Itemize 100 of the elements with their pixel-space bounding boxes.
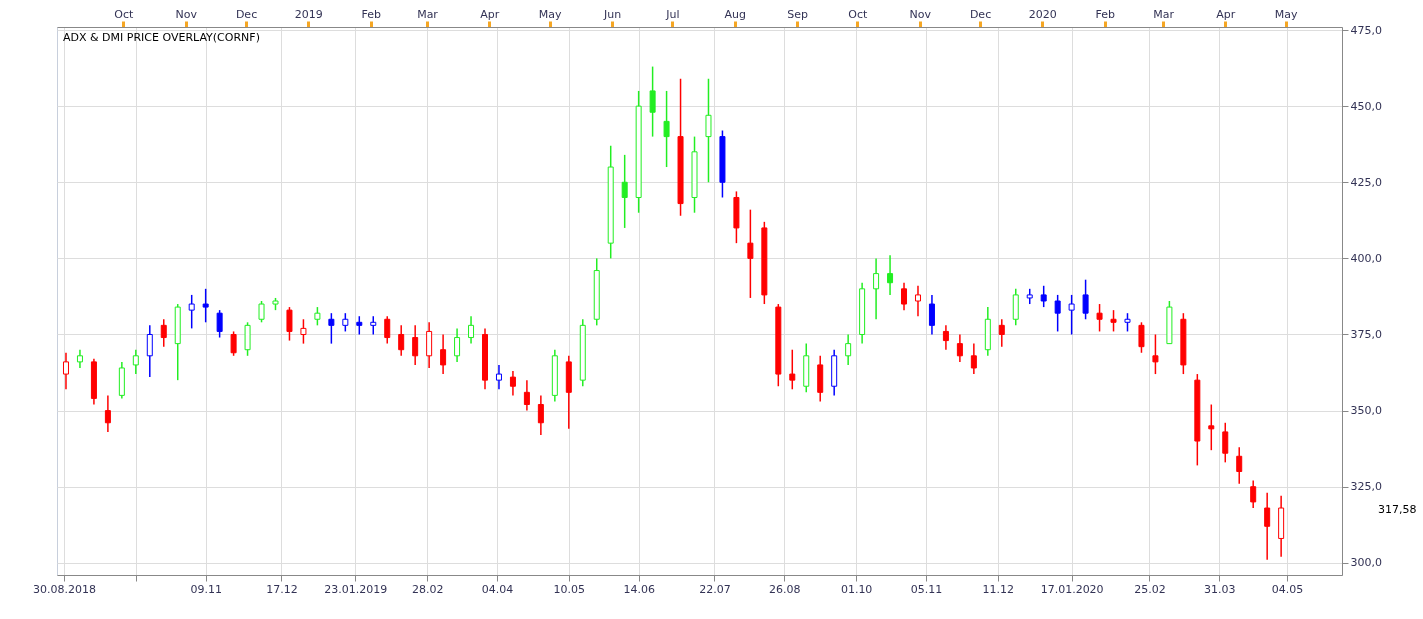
y-tick-label: 325,0 [1350, 480, 1382, 494]
x-tick-label: 11.12 [982, 582, 1015, 596]
candlestick [314, 306, 321, 327]
y-tick-label: 425,0 [1350, 175, 1382, 189]
candlestick [1236, 446, 1243, 485]
candlestick [1124, 312, 1131, 333]
candlestick [523, 379, 530, 412]
candlestick [230, 330, 237, 357]
candlestick [1040, 285, 1047, 308]
candlestick [1264, 492, 1271, 561]
candlestick [928, 294, 935, 336]
x2-tick-label: Jun [602, 7, 622, 21]
candlestick [104, 394, 111, 433]
candlestick [1096, 303, 1103, 333]
candlestick [1250, 479, 1257, 509]
candlestick [454, 327, 461, 363]
candlestick [873, 257, 880, 321]
candlestick [887, 254, 894, 296]
candlestick [914, 285, 921, 317]
x2-tick-label: May [538, 7, 563, 21]
x-tick-label: 26.08 [769, 582, 801, 596]
y-tick-label: 450,0 [1350, 99, 1382, 113]
candlestick [970, 342, 977, 375]
candlestick [62, 352, 69, 391]
x-tick-label: 04.05 [1271, 582, 1304, 596]
x2-tick-label: May [1274, 7, 1299, 21]
candlestick [845, 333, 852, 366]
y-tick-label: 350,0 [1350, 404, 1382, 418]
x2-tick-label: Feb [361, 7, 381, 21]
candlestick [146, 324, 153, 378]
x-tick-label: 09.11 [190, 582, 222, 596]
candlestick [188, 294, 195, 330]
candlestick [468, 315, 475, 345]
x-tick-label: 31.03 [1204, 582, 1236, 596]
candlestick [1110, 309, 1117, 333]
x-tick-label: 04.04 [481, 582, 514, 596]
candlestick [1208, 403, 1215, 451]
candlestick [956, 333, 963, 363]
x2-tick-label: 2020 [1028, 7, 1057, 21]
candlestick [286, 306, 293, 342]
candlestick [258, 300, 265, 324]
x2-tick-label: Mar [1153, 7, 1175, 21]
candlestick [1068, 294, 1075, 336]
candlestick [901, 281, 908, 311]
candlestick [398, 324, 405, 357]
candlestick [621, 154, 628, 229]
x2-tick-label: Dec [969, 7, 992, 21]
x-tick-label: 28.02 [411, 582, 444, 596]
candlestick [1222, 422, 1229, 464]
candlestick [202, 288, 209, 324]
chart-title: ADX & DMI PRICE OVERLAY(CORNF) [63, 31, 260, 44]
text: 317,58 [1378, 503, 1417, 516]
x-tick-label: 17.01.2020 [1040, 582, 1104, 596]
x2-tick-label: Oct [114, 7, 135, 21]
candlestick [370, 315, 377, 336]
x-tick-label: 05.11 [910, 582, 943, 596]
x2-tick-label: Oct [848, 7, 869, 21]
candlestick [412, 324, 419, 366]
x-tick-label: 23.01.2019 [324, 582, 388, 596]
x2-tick-label: Sep [787, 7, 808, 21]
x2-tick-label: Mar [417, 7, 439, 21]
x-tick-label: 22.07 [699, 582, 731, 596]
candlestick [747, 208, 754, 299]
y-tick-label: 475,0 [1350, 23, 1382, 37]
x2-tick-label: Feb [1095, 7, 1115, 21]
candlestick [789, 348, 796, 391]
candlestick [705, 78, 712, 184]
x2-tick-label: Apr [480, 7, 500, 21]
candlestick [1082, 278, 1089, 321]
x-tick-label: 17.12 [266, 582, 298, 596]
x2-tick-label: Jul [665, 7, 680, 21]
candlestick [1054, 294, 1061, 333]
candlestick [76, 348, 83, 369]
x2-tick-label: Nov [909, 7, 932, 21]
x-tick-label: 01.10 [840, 582, 873, 596]
x-tick-label: 14.06 [623, 582, 655, 596]
y-tick-label: 300,0 [1350, 556, 1382, 570]
y-tick-label: 400,0 [1350, 251, 1382, 265]
x2-tick-label: 2019 [294, 7, 323, 21]
y-tick-label: 375,0 [1350, 327, 1382, 341]
x2-tick-label: Nov [175, 7, 198, 21]
candlestick [495, 364, 502, 391]
candlestick [328, 312, 335, 345]
candlestick [132, 348, 139, 375]
x-tick-label: 30.08.2018 [33, 582, 96, 596]
x2-tick-label: Apr [1216, 7, 1236, 21]
x-tick-label: 10.05 [553, 582, 586, 596]
x2-tick-label: Aug [724, 7, 746, 21]
candlestick [440, 333, 447, 375]
candlestick [1152, 333, 1159, 375]
candlestick [537, 394, 544, 436]
candlestick [300, 318, 307, 345]
candlestick [942, 324, 949, 351]
x2-tick-label: Dec [235, 7, 258, 21]
candlestick [649, 65, 656, 138]
x-tick-label: 25.02 [1134, 582, 1166, 596]
candlestick [998, 318, 1005, 348]
candlestick [160, 318, 167, 348]
candlestick [663, 90, 670, 168]
candlestick [342, 312, 349, 333]
